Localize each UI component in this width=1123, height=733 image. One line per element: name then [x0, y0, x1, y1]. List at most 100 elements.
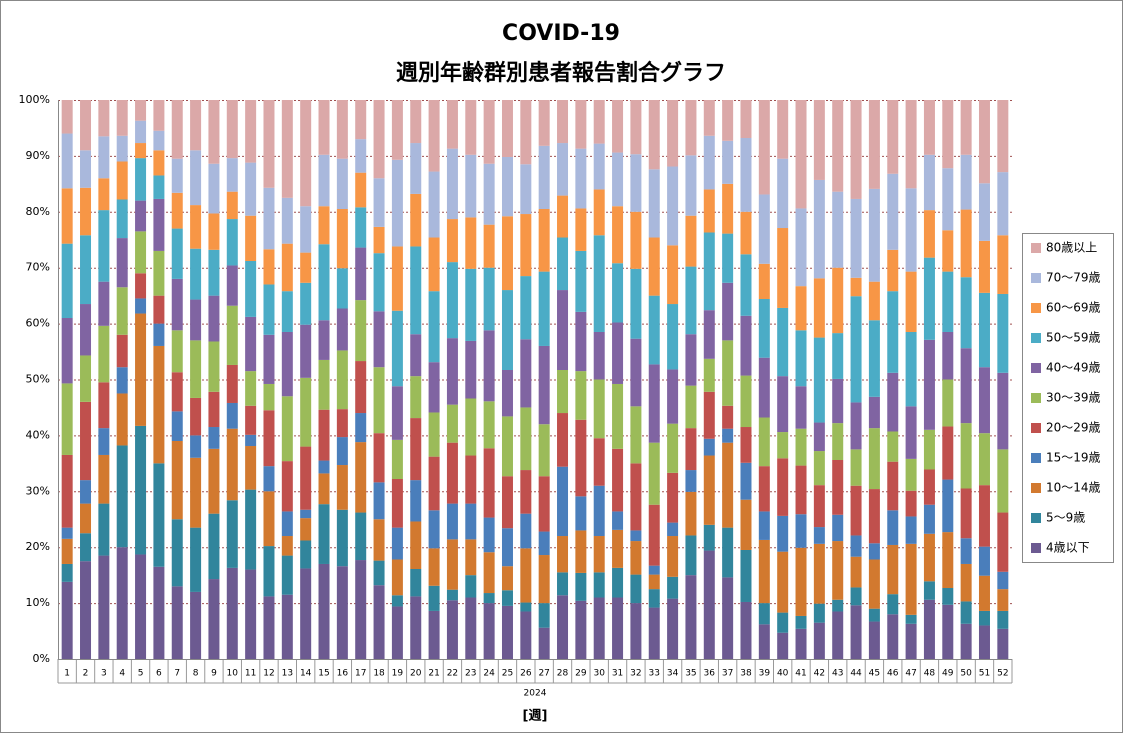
bar-segment	[80, 401, 92, 481]
bar-segment	[960, 100, 972, 155]
bar-segment	[336, 409, 348, 438]
x-tick-label: 29	[575, 669, 587, 679]
bar-segment	[281, 594, 293, 659]
x-tick-label: 14	[300, 669, 312, 679]
bar-segment	[190, 527, 202, 592]
bar-segment	[410, 100, 422, 144]
bar-segment	[501, 528, 513, 567]
y-tick-label: 0%	[33, 652, 50, 665]
bar-segment	[630, 406, 642, 464]
bar-segment	[685, 385, 697, 429]
bar-segment	[667, 423, 679, 473]
bar-segment	[465, 455, 477, 504]
bar-segment	[758, 357, 770, 418]
bar-segment	[740, 100, 752, 139]
bar-segment	[483, 224, 495, 268]
bar-segment	[887, 594, 899, 615]
x-tick-label: 19	[392, 669, 404, 679]
bar-segment	[226, 305, 238, 365]
bar-segment	[226, 364, 238, 403]
bar-segment	[593, 189, 605, 236]
x-tick-label: 47	[905, 669, 916, 679]
bar-segment	[960, 277, 972, 349]
bar-segment	[520, 214, 532, 277]
bar-segment	[593, 331, 605, 380]
bar-segment	[61, 133, 73, 189]
bar-segment	[410, 376, 422, 419]
legend-swatch	[1031, 363, 1041, 373]
bar-segment	[355, 560, 367, 659]
bar-segment	[758, 100, 770, 195]
bar-segment	[171, 228, 183, 279]
bar-segment	[245, 316, 257, 372]
bar-segment	[685, 470, 697, 492]
bar-segment	[208, 213, 220, 250]
bar-segment	[373, 178, 385, 227]
bar-segment	[758, 603, 770, 625]
bar-segment	[612, 100, 624, 153]
bar-segment	[575, 311, 587, 372]
bar-segment	[465, 539, 477, 576]
bar-segment	[355, 442, 367, 513]
y-tick-label: 10%	[26, 596, 50, 609]
bar-segment	[740, 462, 752, 500]
bar-segment	[813, 451, 825, 486]
bar-segment	[98, 555, 110, 659]
bar-segment	[391, 606, 403, 659]
legend-label: 20～29歳	[1046, 421, 1101, 435]
bar-segment	[373, 226, 385, 254]
bar-segment	[813, 337, 825, 423]
bar-segment	[318, 409, 330, 461]
bar-segment	[465, 100, 477, 155]
legend-swatch	[1031, 303, 1041, 313]
bar-segment	[171, 192, 183, 229]
x-tick-label: 40	[777, 669, 789, 679]
bar-segment	[648, 607, 660, 659]
bar-segment	[226, 219, 238, 266]
bar-segment	[171, 372, 183, 412]
bar-segment	[942, 271, 954, 332]
bar-segment	[832, 459, 844, 515]
bar-segment	[942, 479, 954, 533]
bar-segment	[667, 522, 679, 537]
bar-segment	[795, 428, 807, 466]
bar-segment	[153, 250, 165, 296]
bar-segment	[80, 480, 92, 504]
bar-segment	[942, 426, 954, 480]
bar-segment	[171, 278, 183, 331]
bar-segment	[722, 577, 734, 659]
bar-segment	[960, 348, 972, 424]
bar-segment	[116, 334, 128, 368]
bar-segment	[300, 252, 312, 283]
x-tick-label: 48	[924, 669, 936, 679]
bar-segment	[612, 597, 624, 659]
bar-segment	[410, 246, 422, 335]
bar-segment	[153, 323, 165, 346]
bar-segment	[777, 515, 789, 552]
bar-segment	[446, 539, 458, 590]
bar-segment	[391, 310, 403, 387]
bar-segment	[153, 175, 165, 199]
bar-segment	[135, 273, 147, 299]
bar-segment	[923, 429, 935, 470]
bar-segment	[80, 235, 92, 305]
bar-segment	[777, 551, 789, 613]
bar-segment	[226, 100, 238, 159]
bar-segment	[978, 485, 990, 547]
bar-segment	[685, 100, 697, 156]
bar-segment	[355, 413, 367, 443]
bar-segment	[501, 216, 513, 291]
bar-segment	[667, 576, 679, 599]
bar-segment	[630, 268, 642, 339]
bar-segment	[391, 527, 403, 560]
bar-segment	[868, 621, 880, 659]
bar-segment	[978, 100, 990, 184]
bar-segment	[960, 423, 972, 489]
bar-segment	[373, 560, 385, 586]
bar-segment	[612, 511, 624, 530]
bar-segment	[318, 460, 330, 474]
x-tick-label: 12	[263, 669, 274, 679]
bar-segment	[373, 367, 385, 434]
bar-segment	[391, 100, 403, 160]
bar-segment	[648, 100, 660, 170]
